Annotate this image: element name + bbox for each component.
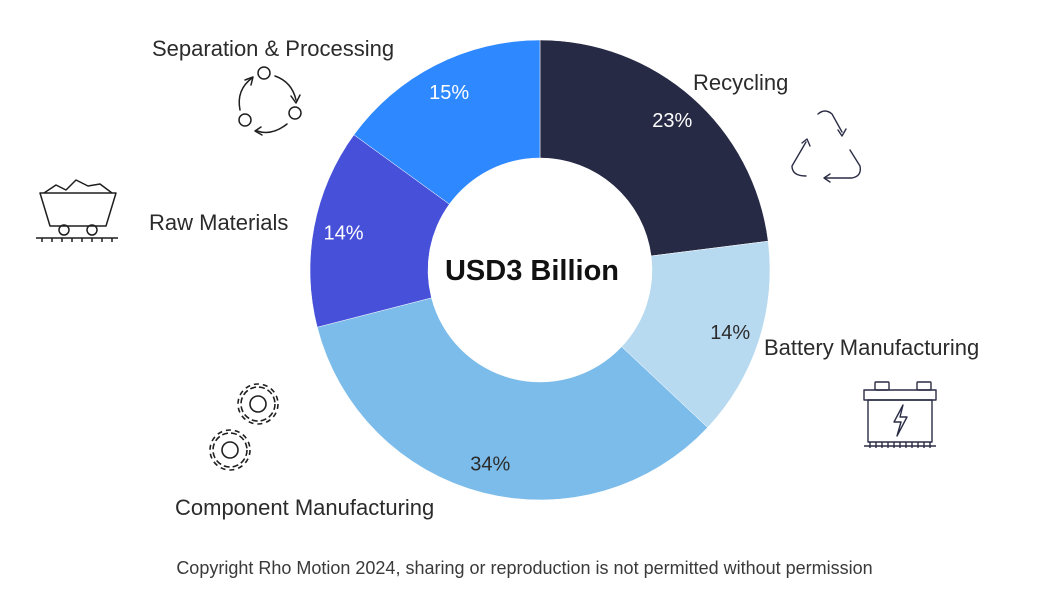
slice-battery-manufacturing — [621, 240, 771, 428]
battery-icon — [864, 382, 936, 448]
category-label-component-manufacturing: Component Manufacturing — [175, 495, 434, 520]
category-label-raw-materials: Raw Materials — [149, 210, 288, 235]
recycle-icon — [792, 111, 860, 182]
slice-separation-processing — [353, 39, 541, 205]
copyright-footer: Copyright Rho Motion 2024, sharing or re… — [176, 558, 873, 578]
donut-slices — [309, 39, 771, 501]
category-label-recycling: Recycling — [693, 70, 788, 95]
cycle-process-icon — [239, 67, 301, 135]
slice-raw-materials — [309, 134, 450, 328]
percent-label-battery-manufacturing: 14% — [710, 322, 750, 344]
slice-recycling — [539, 39, 769, 257]
center-label: USD3 Billion — [445, 255, 619, 287]
percent-label-raw-materials: 14% — [324, 223, 364, 245]
percent-label-recycling: 23% — [652, 110, 692, 132]
percent-label-component-manufacturing: 34% — [470, 454, 510, 476]
gears-icon — [210, 384, 278, 470]
percent-label-separation-processing: 15% — [429, 82, 469, 104]
slice-component-manufacturing — [316, 297, 709, 501]
percent-labels: 23% 14% 34% 14% 15% — [324, 82, 751, 476]
mine-cart-icon — [36, 180, 118, 242]
category-label-battery-manufacturing: Battery Manufacturing — [764, 335, 979, 360]
category-label-separation-processing: Separation & Processing — [152, 36, 394, 61]
